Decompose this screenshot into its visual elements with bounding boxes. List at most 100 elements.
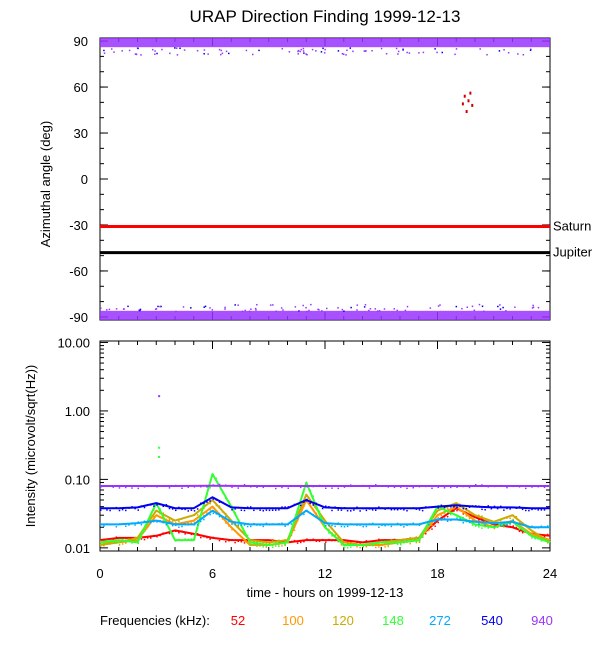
series-100-point — [431, 524, 433, 527]
series-540-point — [465, 507, 468, 510]
series-272-point — [496, 522, 499, 524]
series-148-point — [209, 486, 211, 489]
series-148-point — [296, 510, 299, 513]
series-940-point — [512, 485, 514, 488]
series-148-point — [531, 537, 533, 539]
series-120-point — [534, 531, 536, 534]
series-272-point — [150, 521, 152, 524]
series-540-point — [378, 506, 380, 508]
series-940-point — [168, 487, 171, 489]
series-540-point — [234, 508, 236, 510]
series-540-point — [106, 509, 108, 511]
series-272-point — [237, 524, 239, 526]
series-540-point — [450, 505, 452, 508]
azimuth-scatter-point — [270, 304, 272, 306]
series-540-point — [396, 508, 399, 511]
series-540-point — [103, 507, 105, 510]
azimuth-cluster-point — [471, 103, 474, 107]
series-148-point — [478, 526, 480, 528]
series-148-point — [103, 542, 105, 544]
series-940-point — [293, 485, 296, 487]
series-272-point — [459, 518, 461, 520]
azimuth-scatter-point — [499, 304, 501, 306]
series-272-point — [290, 523, 293, 525]
series-148-point — [337, 540, 339, 542]
series-540-point — [218, 501, 221, 503]
series-148-point — [453, 513, 455, 515]
azimuth-scatter-point — [305, 306, 307, 309]
series-940-point — [206, 486, 208, 488]
chart-title: URAP Direction Finding 1999-12-13 — [190, 7, 461, 26]
azimuth-scatter-point — [155, 308, 158, 310]
frequency-legend: Frequencies (kHz): 52 100 120 148 272 540 940 — [100, 613, 553, 628]
intensity-spike-point — [158, 395, 161, 398]
azimuth-scatter-point — [302, 47, 305, 50]
series-540-point — [528, 509, 530, 512]
azimuth-scatter-point — [241, 310, 244, 313]
series-148-point — [487, 527, 489, 529]
series-540-point — [315, 502, 318, 505]
series-120-point — [478, 514, 480, 517]
series-120-point — [434, 513, 436, 516]
series-940-point — [325, 487, 327, 490]
azimuth-scatter-point — [505, 310, 507, 312]
series-148-point — [403, 541, 405, 544]
azimuth-scatter-point — [306, 53, 308, 56]
series-272-point — [118, 523, 121, 525]
series-148-point — [540, 540, 543, 542]
series-148-point — [171, 532, 174, 534]
series-52-line — [99, 507, 551, 544]
series-272-point — [325, 524, 327, 527]
series-540-point — [200, 502, 202, 505]
series-148-point — [306, 483, 308, 486]
series-272-point — [478, 523, 480, 525]
series-120-point — [175, 522, 177, 524]
series-940-point — [531, 486, 533, 488]
series-100-point — [443, 512, 446, 515]
azimuth-scatter-point — [160, 305, 162, 308]
series-148-point — [175, 540, 177, 542]
series-100-point — [306, 500, 308, 503]
azimuth-scatter-point — [323, 52, 326, 54]
series-272-point — [421, 522, 424, 525]
series-100-point — [259, 545, 261, 547]
series-272-point — [328, 524, 330, 527]
azimuth-scatter-point — [363, 50, 366, 52]
series-52-point — [146, 537, 149, 539]
series-120-point — [165, 515, 168, 517]
series-940-point — [300, 486, 302, 489]
series-100-point — [243, 540, 246, 543]
legend-entry-940: 940 — [531, 613, 553, 628]
series-100-point — [328, 528, 330, 531]
azimuth-scatter-point — [303, 52, 305, 54]
series-272-point — [206, 513, 208, 516]
series-120-point — [490, 520, 493, 523]
azimuth-scatter-point — [294, 306, 297, 308]
series-940-point — [181, 487, 183, 489]
series-272-point — [418, 524, 421, 527]
series-148-point — [418, 540, 421, 543]
series-120-point — [431, 521, 433, 524]
time-tick-label: 12 — [318, 566, 332, 581]
azimuth-scatter-point — [288, 51, 291, 53]
series-540-point — [256, 507, 258, 510]
series-272-point — [453, 518, 455, 521]
azimuth-scatter-point — [282, 309, 284, 311]
series-540-point — [175, 509, 177, 512]
series-540-point — [209, 500, 211, 502]
series-148-point — [368, 543, 371, 545]
azimuth-scatter-point — [227, 52, 230, 55]
series-120-point — [131, 538, 133, 541]
series-120-point — [506, 517, 508, 519]
series-120-point — [381, 544, 383, 546]
azimuth-scatter-point — [326, 307, 328, 310]
series-940-point — [418, 485, 421, 488]
series-540-point — [462, 507, 464, 510]
series-100-point — [415, 541, 418, 544]
series-540-point — [115, 506, 118, 509]
series-272-point — [446, 520, 449, 522]
series-120-point — [228, 517, 230, 519]
azimuth-scatter-point — [317, 308, 319, 311]
series-52-point — [156, 535, 158, 538]
series-148-point — [518, 528, 521, 530]
